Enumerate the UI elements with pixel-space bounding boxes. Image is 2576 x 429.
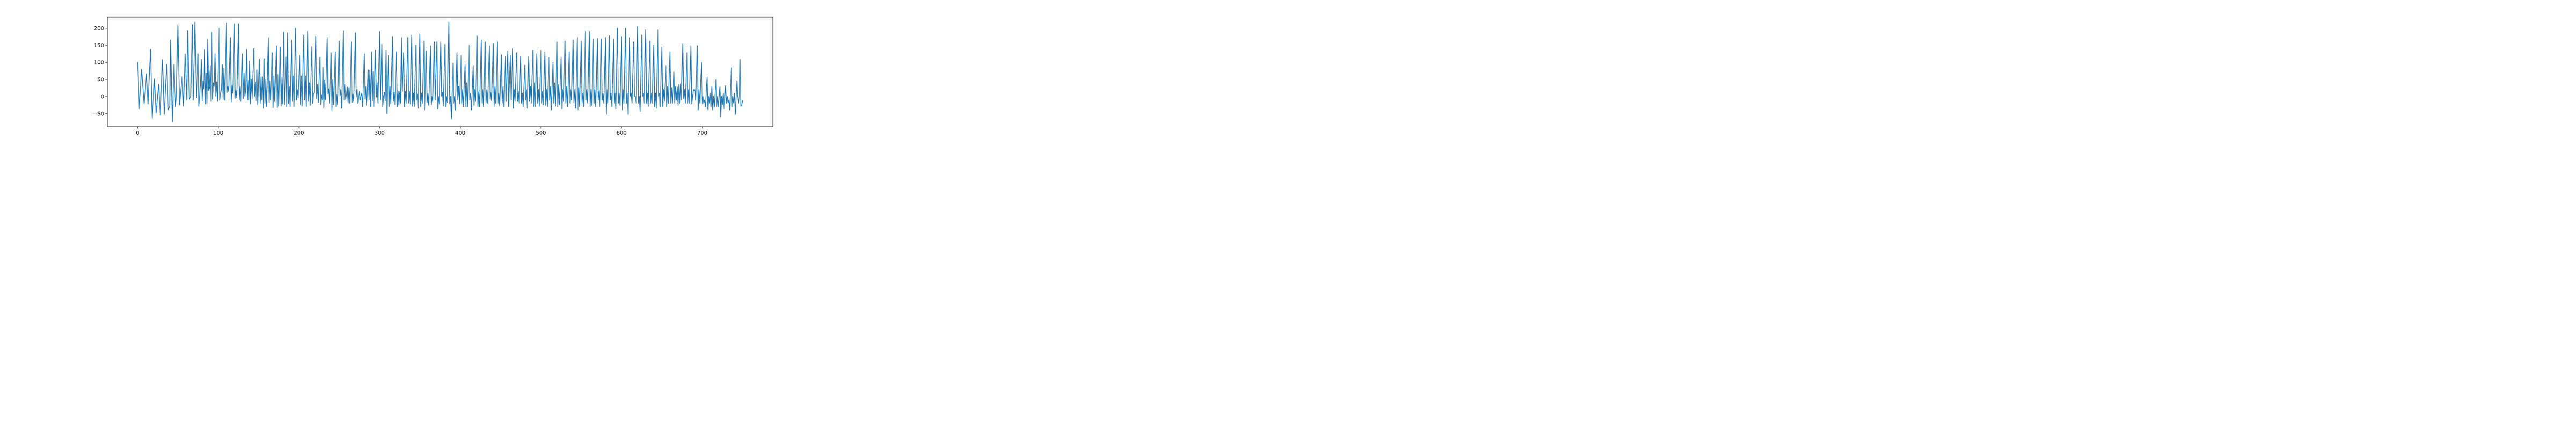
x-tick-label: 300	[375, 130, 385, 136]
x-tick-label: 700	[697, 130, 707, 136]
y-tick-label: −50	[93, 111, 104, 117]
x-tick-label: 0	[136, 130, 139, 136]
y-tick-label: 100	[94, 60, 104, 66]
y-tick-label: 200	[94, 26, 104, 32]
x-tick-label: 200	[294, 130, 304, 136]
x-tick-label: 100	[213, 130, 223, 136]
series-line-0	[137, 21, 743, 122]
x-tick-label: 600	[617, 130, 627, 136]
x-tick-label: 500	[536, 130, 546, 136]
chart-figure: 0 100 200 300 400 500 600 700 −50 0 50 100 150 200	[0, 0, 859, 143]
y-tick-label: 150	[94, 43, 104, 49]
plot-frame	[107, 17, 773, 127]
line-chart: 0 100 200 300 400 500 600 700 −50 0 50 100 150 200	[0, 0, 859, 143]
y-tick-label: 50	[97, 77, 104, 83]
x-tick-label: 400	[455, 130, 465, 136]
y-tick-label: 0	[101, 94, 104, 100]
